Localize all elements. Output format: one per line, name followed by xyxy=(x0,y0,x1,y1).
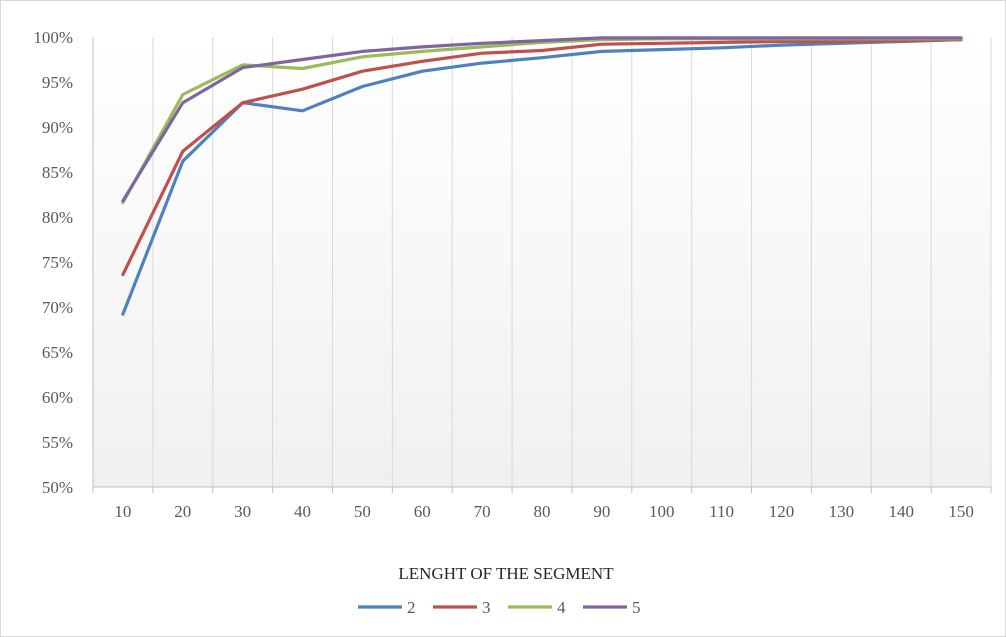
x-tick-labels: 10 20 30 40 50 60 70 80 90 100 110 120 130 140 150 xyxy=(114,502,973,521)
axes xyxy=(92,37,992,493)
x-tick-label: 110 xyxy=(709,502,734,521)
y-tick-label: 65% xyxy=(42,343,73,362)
x-tick-label: 70 xyxy=(474,502,491,521)
legend-label: 3 xyxy=(482,598,491,617)
x-tick-label: 50 xyxy=(354,502,371,521)
legend-item-3[interactable]: 3 xyxy=(433,598,491,617)
y-tick-label: 80% xyxy=(42,208,73,227)
y-tick-label: 75% xyxy=(42,253,73,272)
y-tick-labels: 50% 55% 60% 65% 70% 75% 80% 85% 90% 95% 100% xyxy=(33,28,73,497)
x-tick-label: 30 xyxy=(234,502,251,521)
legend-label: 4 xyxy=(557,598,566,617)
y-tick-label: 85% xyxy=(42,163,73,182)
y-tick-label: 50% xyxy=(42,478,73,497)
x-tick-label: 40 xyxy=(294,502,311,521)
x-tick-label: 150 xyxy=(948,502,974,521)
y-tick-label: 100% xyxy=(33,28,73,47)
y-tick-label: 95% xyxy=(42,73,73,92)
y-tick-label: 60% xyxy=(42,388,73,407)
x-tick-label: 130 xyxy=(829,502,855,521)
legend-label: 2 xyxy=(407,598,416,617)
legend-item-5[interactable]: 5 xyxy=(583,598,641,617)
x-axis-title: LENGHT OF THE SEGMENT xyxy=(398,564,614,583)
legend-label: 5 xyxy=(632,598,641,617)
x-tick-label: 10 xyxy=(114,502,131,521)
y-tick-label: 55% xyxy=(42,433,73,452)
series-line-2 xyxy=(121,38,963,316)
x-tick-label: 90 xyxy=(593,502,610,521)
x-tick-label: 120 xyxy=(769,502,795,521)
x-tick-label: 100 xyxy=(649,502,675,521)
x-tick-label: 140 xyxy=(888,502,914,521)
x-tick-label: 60 xyxy=(414,502,431,521)
x-tick-label: 80 xyxy=(534,502,551,521)
legend[interactable]: 2 3 4 5 xyxy=(358,598,641,617)
series-line-3 xyxy=(121,38,963,277)
legend-item-4[interactable]: 4 xyxy=(508,598,566,617)
y-tick-label: 70% xyxy=(42,298,73,317)
series-line-5 xyxy=(121,36,963,203)
plot-area xyxy=(93,37,991,487)
y-tick-label: 90% xyxy=(42,118,73,137)
legend-item-2[interactable]: 2 xyxy=(358,598,416,617)
x-tick-label: 20 xyxy=(174,502,191,521)
grid-lines xyxy=(152,37,992,487)
series-lines xyxy=(121,36,963,316)
